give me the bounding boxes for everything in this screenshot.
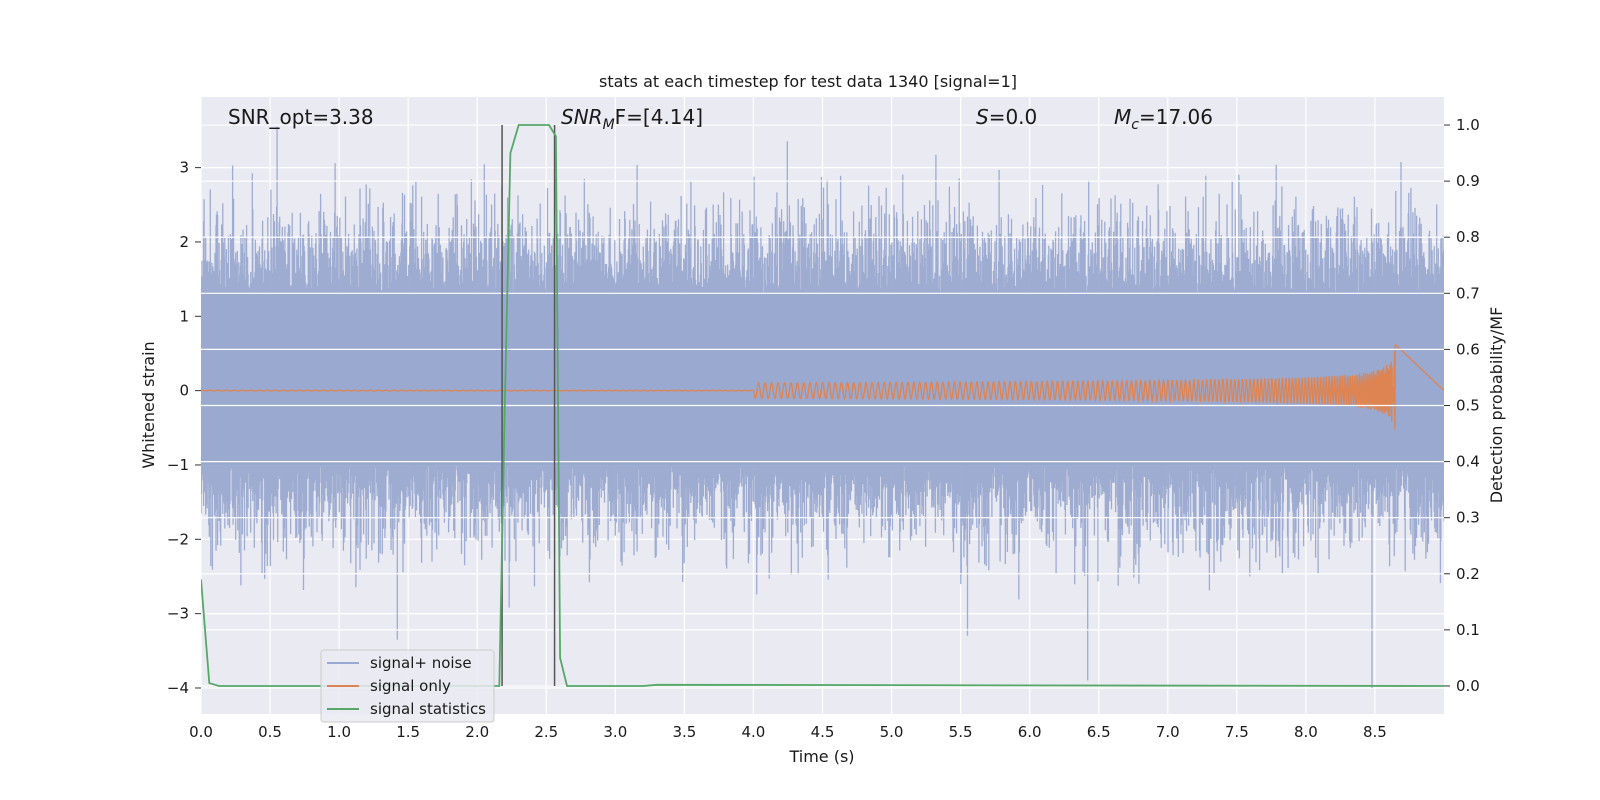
chart-title: stats at each timestep for test data 134… — [599, 72, 1017, 91]
legend-label-statistics: signal statistics — [370, 700, 486, 718]
y2-axis-label: Detection probability/MF — [1487, 307, 1506, 504]
y-tick-label: −4 — [167, 679, 189, 697]
x-tick-label: 0.5 — [258, 723, 282, 741]
annotation-snr-mf-subscript: M — [603, 117, 615, 133]
annotation-snr-mf-value: F=[4.14] — [615, 105, 703, 129]
annotation-s: S=0.0 — [976, 105, 1037, 129]
y-tick-label: −2 — [167, 530, 189, 548]
statistics-trace — [201, 124, 1444, 687]
x-tick-label: 8.5 — [1363, 723, 1387, 741]
y2-tick-label: 0.8 — [1456, 228, 1480, 246]
series-signal-statistics — [201, 124, 1444, 687]
annotation-s-value: =0.0 — [989, 105, 1038, 129]
annotation-snr-mf: SNRMF=[4.14] — [561, 105, 703, 133]
noise-core-band — [201, 293, 1444, 465]
y2-tick-label: 0.5 — [1456, 397, 1480, 415]
y2-tick-label: 0.6 — [1456, 340, 1480, 358]
y-tick-label: −1 — [167, 456, 189, 474]
legend: signal+ noise signal only signal statist… — [320, 649, 495, 723]
y2-tick-label: 1.0 — [1456, 116, 1480, 134]
x-tick-label: 6.5 — [1087, 723, 1111, 741]
annotation-snr-mf-symbol: SNR — [561, 105, 603, 129]
y2-axis-ticks: 1.0 0.9 0.8 0.7 0.6 0.5 0.4 0.3 0.2 0.1 0.0 — [1444, 116, 1480, 695]
y2-tick-label: 0.1 — [1456, 621, 1480, 639]
signal-trace — [201, 344, 1444, 430]
x-tick-label: 8.0 — [1294, 723, 1318, 741]
x-tick-label: 1.5 — [396, 723, 420, 741]
y-tick-label: 0 — [179, 382, 189, 400]
y-axis-ticks: 3 2 1 0 −1 −2 −3 −4 — [167, 159, 201, 697]
y2-tick-label: 0.7 — [1456, 284, 1480, 302]
x-tick-label: 5.5 — [949, 723, 973, 741]
x-axis-ticks: 0.0 0.5 1.0 1.5 2.0 2.5 3.0 3.5 4.0 4.5 5.0 5.5 6.0 6… — [189, 723, 1387, 741]
x-tick-label: 0.0 — [189, 723, 213, 741]
y-tick-label: 3 — [179, 159, 189, 177]
x-tick-label: 3.0 — [603, 723, 627, 741]
x-tick-label: 4.0 — [742, 723, 766, 741]
annotation-snr-opt: SNR_opt=3.38 — [228, 105, 374, 129]
legend-label-noise: signal+ noise — [370, 654, 472, 672]
legend-box — [320, 649, 495, 723]
y2-tick-label: 0.0 — [1456, 677, 1480, 695]
y-tick-label: 1 — [179, 307, 189, 325]
x-tick-label: 1.0 — [327, 723, 351, 741]
x-tick-label: 7.0 — [1156, 723, 1180, 741]
detection-vertical-lines — [501, 125, 556, 686]
series-signal-only — [201, 344, 1444, 430]
annotation-mc-value: =17.06 — [1139, 105, 1213, 129]
y2-tick-label: 0.3 — [1456, 509, 1480, 527]
y-tick-label: −3 — [167, 605, 189, 623]
x-tick-label: 2.5 — [534, 723, 558, 741]
y-axis-label: Whitened strain — [139, 341, 158, 468]
x-tick-label: 4.5 — [811, 723, 835, 741]
y2-tick-label: 0.4 — [1456, 453, 1480, 471]
x-tick-label: 3.5 — [672, 723, 696, 741]
annotation-s-symbol: S — [976, 105, 989, 129]
x-axis-label: Time (s) — [788, 747, 854, 766]
x-tick-label: 7.5 — [1225, 723, 1249, 741]
y-tick-label: 2 — [179, 233, 189, 251]
annotation-mc: Mc=17.06 — [1114, 105, 1213, 133]
x-tick-label: 6.0 — [1018, 723, 1042, 741]
annotation-mc-symbol: M — [1114, 105, 1131, 129]
legend-label-signal: signal only — [370, 677, 451, 695]
x-tick-label: 2.0 — [465, 723, 489, 741]
annotation-mc-subscript: c — [1131, 117, 1139, 133]
y2-tick-label: 0.2 — [1456, 565, 1480, 583]
y2-tick-label: 0.9 — [1456, 172, 1480, 190]
x-tick-label: 5.0 — [880, 723, 904, 741]
